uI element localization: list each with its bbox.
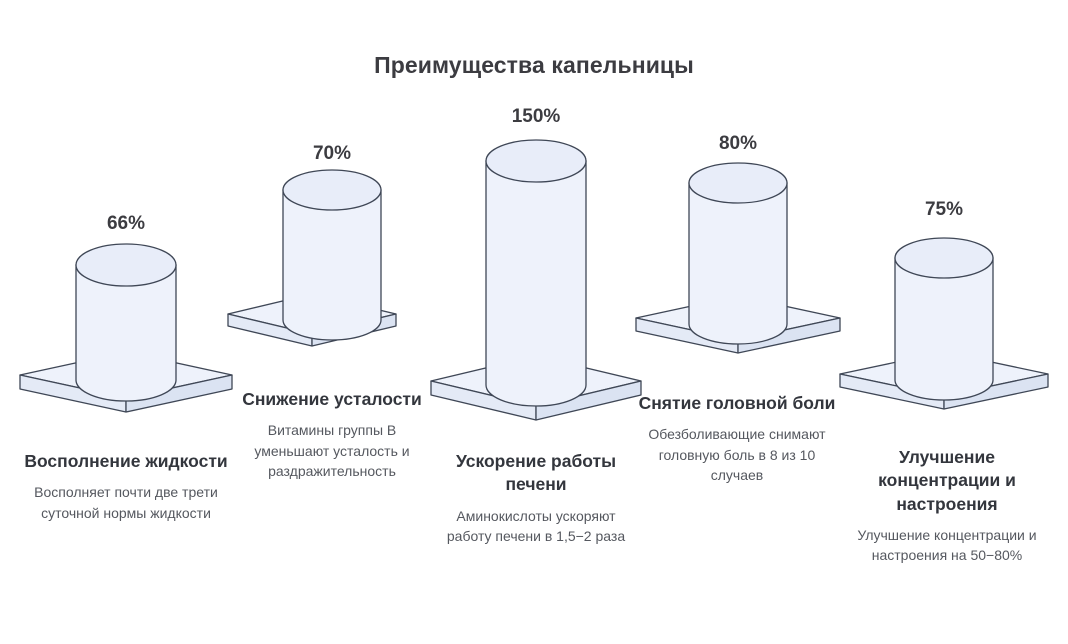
value-label-5: 75%: [924, 199, 964, 220]
column-4-heading: Снятие головной боли: [638, 393, 836, 413]
column-5-heading: Улучшение концентрации и настроения: [878, 447, 1016, 514]
column-3-graphic: [430, 139, 642, 421]
value-label-3: 150%: [511, 106, 561, 127]
column-5-description: Улучшение концентрации и настроения на 5…: [857, 526, 1037, 564]
page-title: Преимущества капельницы: [374, 52, 694, 78]
cylinder-3: [485, 139, 587, 407]
column-5-graphic: [839, 237, 1049, 410]
value-label-2: 70%: [312, 143, 352, 164]
column-2-description: Витамины группы В уменьшают усталость и …: [254, 422, 410, 479]
column-4-graphic: [635, 162, 841, 354]
column-4-description: Обезболивающие снимают головную боль в 8…: [648, 426, 826, 483]
column-3-text: Ускорение работы печени Аминокислоты уск…: [440, 450, 632, 546]
value-label-1: 66%: [106, 213, 146, 234]
column-2-heading: Снижение усталости: [242, 389, 422, 409]
platform-2: [227, 293, 397, 347]
platform-1: [19, 351, 233, 413]
platform-5: [839, 351, 1049, 410]
column-3-heading: Ускорение работы печени: [455, 451, 617, 495]
column-4-text: Снятие головной боли Обезболивающие сним…: [632, 392, 842, 485]
column-5-text: Улучшение концентрации и настроения Улуч…: [848, 446, 1046, 565]
column-2-text: Снижение усталости Витамины группы В уме…: [234, 388, 430, 481]
column-1-graphic: [19, 243, 233, 413]
column-2-graphic: [227, 169, 397, 347]
cylinder-4: [688, 162, 788, 345]
column-1-text: Восполнение жидкости Восполняет почти дв…: [22, 450, 230, 523]
cylinder-1: [75, 243, 177, 402]
column-1-description: Восполняет почти две трети суточной норм…: [34, 484, 218, 521]
value-label-4: 80%: [718, 133, 758, 154]
platform-3: [430, 355, 642, 421]
cylinder-5: [894, 237, 994, 401]
column-3-description: Аминокислоты ускоряют работу печени в 1,…: [446, 507, 626, 544]
column-1-heading: Восполнение жидкости: [24, 451, 228, 471]
cylinder-2: [282, 169, 382, 341]
platform-4: [635, 295, 841, 354]
